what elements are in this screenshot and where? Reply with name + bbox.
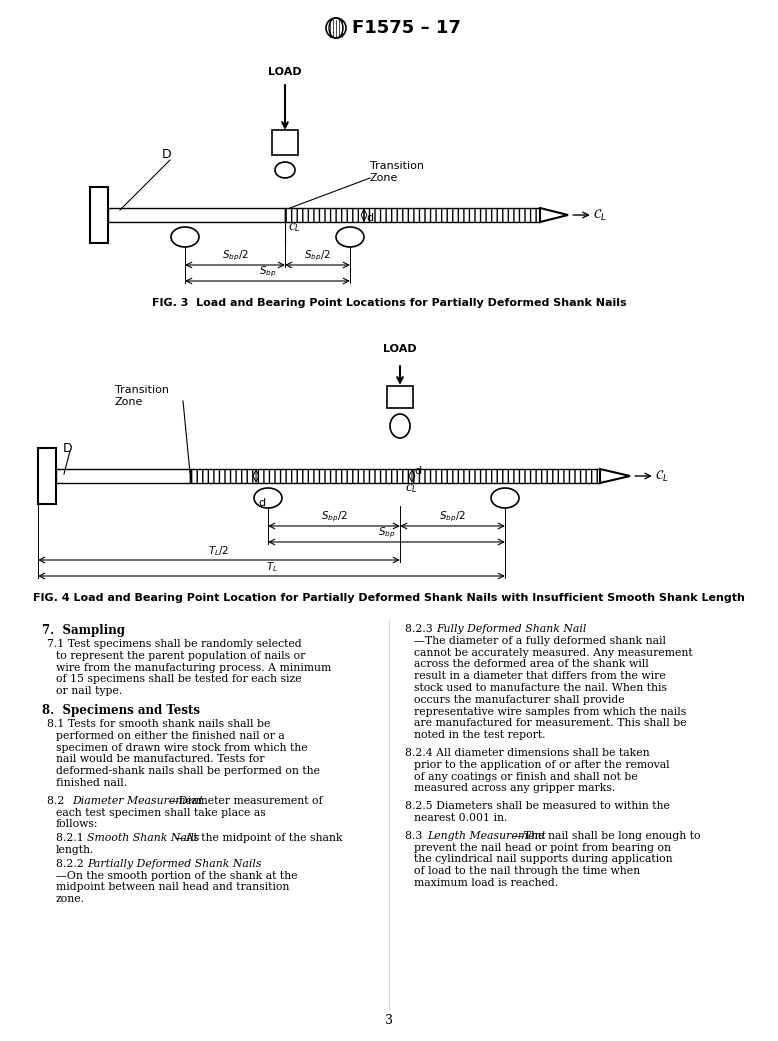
Ellipse shape (275, 162, 295, 178)
Text: prevent the nail head or point from bearing on: prevent the nail head or point from bear… (414, 842, 671, 853)
Text: 8.2.5 Diameters shall be measured to within the: 8.2.5 Diameters shall be measured to wit… (405, 802, 670, 811)
Text: Smooth Shank Nails: Smooth Shank Nails (87, 833, 199, 843)
Text: to represent the parent population of nails or: to represent the parent population of na… (56, 651, 306, 661)
Text: of 15 specimens shall be tested for each size: of 15 specimens shall be tested for each… (56, 675, 302, 684)
Text: Transition
Zone: Transition Zone (370, 161, 424, 183)
Text: each test specimen shall take place as: each test specimen shall take place as (56, 808, 266, 817)
Text: 8.2.3: 8.2.3 (405, 624, 440, 634)
Text: nearest 0.001 in.: nearest 0.001 in. (414, 813, 507, 823)
Text: the cylindrical nail supports during application: the cylindrical nail supports during app… (414, 855, 673, 864)
Text: 8.2.4 All diameter dimensions shall be taken: 8.2.4 All diameter dimensions shall be t… (405, 748, 650, 758)
Text: —The diameter of a fully deformed shank nail: —The diameter of a fully deformed shank … (414, 636, 666, 645)
Text: 3: 3 (385, 1014, 393, 1026)
Text: noted in the test report.: noted in the test report. (414, 730, 545, 740)
Text: 8.2.2: 8.2.2 (56, 859, 91, 869)
Text: 8.  Specimens and Tests: 8. Specimens and Tests (42, 704, 200, 717)
Text: are manufactured for measurement. This shall be: are manufactured for measurement. This s… (414, 718, 687, 729)
Text: representative wire samples from which the nails: representative wire samples from which t… (414, 707, 686, 716)
Text: maximum load is reached.: maximum load is reached. (414, 878, 558, 888)
Text: LOAD: LOAD (268, 67, 302, 77)
Text: FIG. 3  Load and Bearing Point Locations for Partially Deformed Shank Nails: FIG. 3 Load and Bearing Point Locations … (152, 298, 626, 308)
Text: follows:: follows: (56, 819, 99, 830)
Text: length.: length. (56, 845, 94, 855)
Text: d: d (258, 498, 265, 508)
Text: Transition
Zone: Transition Zone (115, 385, 169, 407)
Text: d: d (366, 213, 373, 223)
Text: $S_{bp}/2$: $S_{bp}/2$ (321, 510, 348, 524)
Text: finished nail.: finished nail. (56, 778, 127, 788)
Ellipse shape (171, 227, 199, 247)
Text: 8.3: 8.3 (405, 831, 429, 841)
Ellipse shape (390, 414, 410, 438)
Text: —At the midpoint of the shank: —At the midpoint of the shank (175, 833, 342, 843)
Text: F1575 – 17: F1575 – 17 (352, 19, 461, 37)
Text: 7.1 Test specimens shall be randomly selected: 7.1 Test specimens shall be randomly sel… (47, 639, 302, 649)
Text: LOAD: LOAD (384, 344, 417, 354)
Text: prior to the application of or after the removal: prior to the application of or after the… (414, 760, 670, 769)
Text: —Diameter measurement of: —Diameter measurement of (168, 795, 323, 806)
Text: $\mathcal{C}_L$: $\mathcal{C}_L$ (288, 220, 300, 234)
Text: $S_{bp}/2$: $S_{bp}/2$ (439, 510, 466, 524)
Text: D: D (63, 441, 72, 455)
Text: 8.2.1: 8.2.1 (56, 833, 91, 843)
Text: $\mathcal{C}_L$: $\mathcal{C}_L$ (593, 207, 607, 223)
Bar (285, 208, 540, 222)
Text: deformed-shank nails shall be performed on the: deformed-shank nails shall be performed … (56, 766, 320, 777)
Text: stock used to manufacture the nail. When this: stock used to manufacture the nail. When… (414, 683, 667, 693)
Ellipse shape (336, 227, 364, 247)
Text: FIG. 4 Load and Bearing Point Location for Partially Deformed Shank Nails with I: FIG. 4 Load and Bearing Point Location f… (33, 593, 745, 603)
Text: $T_L$: $T_L$ (265, 560, 278, 574)
Text: cannot be accurately measured. Any measurement: cannot be accurately measured. Any measu… (414, 648, 692, 658)
Bar (108, 208, 285, 222)
Text: occurs the manufacturer shall provide: occurs the manufacturer shall provide (414, 694, 625, 705)
Text: across the deformed area of the shank will: across the deformed area of the shank wi… (414, 659, 649, 669)
Bar (38, 448, 56, 504)
Bar (190, 469, 600, 483)
Text: $\mathcal{C}_L$: $\mathcal{C}_L$ (405, 481, 417, 494)
Text: —On the smooth portion of the shank at the: —On the smooth portion of the shank at t… (56, 870, 297, 881)
Text: Diameter Measurement: Diameter Measurement (72, 795, 203, 806)
Text: of any coatings or finish and shall not be: of any coatings or finish and shall not … (414, 771, 638, 782)
Text: Length Measurement: Length Measurement (427, 831, 546, 841)
Text: $S_{bp}/2$: $S_{bp}/2$ (304, 249, 331, 263)
Text: of load to the nail through the time when: of load to the nail through the time whe… (414, 866, 640, 877)
Polygon shape (540, 208, 568, 222)
Text: $S_{bp}$: $S_{bp}$ (378, 526, 395, 540)
Text: specimen of drawn wire stock from which the: specimen of drawn wire stock from which … (56, 742, 307, 753)
Bar (56, 469, 190, 483)
Ellipse shape (254, 488, 282, 508)
Text: nail would be manufactured. Tests for: nail would be manufactured. Tests for (56, 755, 265, 764)
Text: $S_{bp}$: $S_{bp}$ (259, 264, 276, 279)
Bar (90, 187, 108, 243)
Text: Partially Deformed Shank Nails: Partially Deformed Shank Nails (87, 859, 261, 869)
Text: zone.: zone. (56, 894, 85, 905)
Bar (272, 130, 298, 155)
Text: performed on either the finished nail or a: performed on either the finished nail or… (56, 731, 285, 741)
Text: 8.1 Tests for smooth shank nails shall be: 8.1 Tests for smooth shank nails shall b… (47, 719, 271, 729)
Text: or nail type.: or nail type. (56, 686, 122, 696)
Text: d: d (414, 466, 421, 476)
Text: $\mathcal{C}_L$: $\mathcal{C}_L$ (655, 468, 668, 484)
Ellipse shape (491, 488, 519, 508)
Text: $T_L/2$: $T_L/2$ (209, 544, 230, 558)
Text: —The nail shall be long enough to: —The nail shall be long enough to (513, 831, 700, 841)
Bar (387, 386, 413, 408)
Text: 7.  Sampling: 7. Sampling (42, 624, 125, 637)
Text: D: D (162, 149, 172, 161)
Text: midpoint between nail head and transition: midpoint between nail head and transitio… (56, 883, 289, 892)
Text: result in a diameter that differs from the wire: result in a diameter that differs from t… (414, 671, 666, 681)
Text: wire from the manufacturing process. A minimum: wire from the manufacturing process. A m… (56, 663, 331, 672)
Text: measured across any gripper marks.: measured across any gripper marks. (414, 784, 615, 793)
Text: 8.2: 8.2 (47, 795, 72, 806)
Polygon shape (600, 469, 630, 483)
Text: Fully Deformed Shank Nail: Fully Deformed Shank Nail (436, 624, 587, 634)
Text: $S_{bp}/2$: $S_{bp}/2$ (222, 249, 248, 263)
